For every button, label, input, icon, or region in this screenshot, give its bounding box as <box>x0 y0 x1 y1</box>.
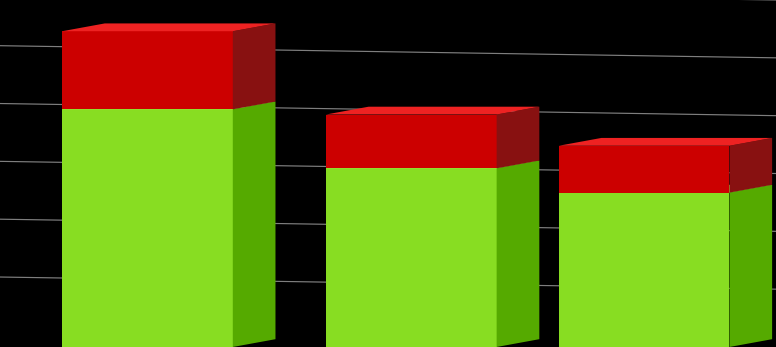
Polygon shape <box>62 24 275 31</box>
Polygon shape <box>559 193 729 347</box>
Polygon shape <box>233 102 275 347</box>
Polygon shape <box>62 109 233 347</box>
Polygon shape <box>326 107 539 115</box>
Polygon shape <box>729 138 772 193</box>
Polygon shape <box>233 24 275 109</box>
Polygon shape <box>326 115 497 168</box>
Polygon shape <box>326 160 539 168</box>
Polygon shape <box>497 107 539 168</box>
Polygon shape <box>729 185 772 347</box>
Polygon shape <box>326 168 497 347</box>
Polygon shape <box>559 138 772 146</box>
Polygon shape <box>559 146 729 193</box>
Polygon shape <box>559 185 772 193</box>
Polygon shape <box>497 160 539 347</box>
Polygon shape <box>62 102 275 109</box>
Polygon shape <box>62 31 233 109</box>
